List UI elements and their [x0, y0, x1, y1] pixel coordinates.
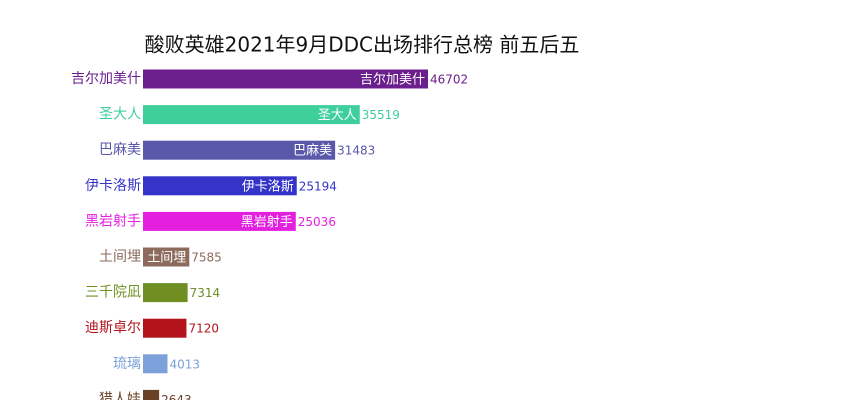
bar — [143, 176, 297, 196]
bar — [143, 69, 428, 89]
y-tick-label: 猎人娃 — [99, 391, 141, 400]
value-label: 46702 — [430, 73, 468, 87]
value-label: 7314 — [190, 286, 221, 300]
value-label: 25036 — [298, 215, 336, 229]
bar — [143, 318, 187, 338]
y-tick-label: 巴麻美 — [99, 142, 141, 158]
value-label: 25194 — [299, 179, 337, 193]
bar — [143, 211, 296, 231]
y-tick-label: 琉璃 — [113, 355, 141, 372]
bar-inner-label: 伊卡洛斯 — [242, 179, 294, 194]
y-tick-label: 吉尔加美什 — [71, 71, 141, 87]
bar — [143, 140, 336, 160]
chart-title: 酸败英雄2021年9月DDC出场排行总榜 前五后五 — [145, 33, 580, 57]
value-label: 35519 — [362, 108, 400, 122]
bar — [143, 247, 190, 267]
y-tick-label: 土间埋 — [99, 249, 141, 265]
value-label: 31483 — [337, 144, 375, 158]
bar — [143, 105, 360, 125]
bar — [143, 354, 168, 374]
value-label: 7585 — [191, 251, 222, 265]
bar-inner-label: 土间埋 — [147, 251, 186, 266]
value-label: 7120 — [188, 322, 219, 336]
bar-inner-label: 黑岩射手 — [241, 214, 293, 230]
bar-inner-label: 圣大人 — [318, 108, 357, 123]
bar — [143, 283, 188, 303]
y-tick-label: 三千院凪 — [85, 285, 141, 301]
y-tick-label: 迪斯卓尔 — [85, 320, 141, 336]
y-tick-label: 伊卡洛斯 — [85, 178, 141, 194]
bar-inner-label: 巴麻美 — [293, 144, 332, 159]
value-label: 4013 — [169, 357, 200, 371]
bar — [143, 389, 160, 400]
y-tick-label: 圣大人 — [99, 107, 141, 123]
value-label: 2643 — [161, 393, 192, 400]
bar-inner-label: 吉尔加美什 — [360, 73, 425, 88]
y-tick-label: 黑岩射手 — [85, 213, 141, 229]
